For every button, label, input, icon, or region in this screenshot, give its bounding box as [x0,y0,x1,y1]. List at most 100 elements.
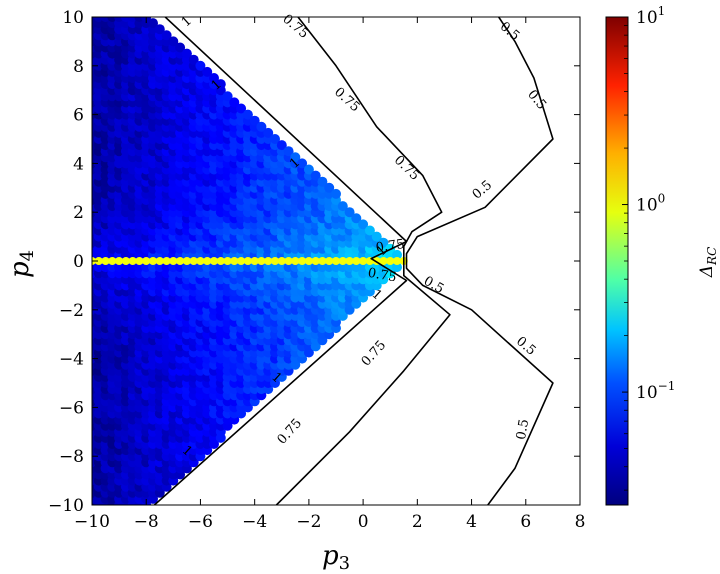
scatter-point [202,66,213,77]
x-tick-label: 0 [358,512,369,532]
scatter-point-axis [304,257,313,265]
scatter-point [290,152,301,163]
scatter-point-axis [149,257,157,265]
scatter-point-axis [216,257,225,265]
scatter-point-axis [169,257,178,265]
y-tick-label: −2 [59,301,84,321]
scatter-point-axis [155,257,164,265]
x-axis-label: p3 [322,541,350,574]
scatter-point [270,134,280,144]
x-tick-label: −8 [134,512,159,532]
scatter-point [331,188,341,199]
scatter-point [256,121,267,132]
scatter-point-axis [223,257,232,265]
scatter-point-axis [210,257,218,265]
scatter-point [229,97,240,108]
scatter-point [154,24,165,35]
colorbar-tick-label: 100 [636,192,665,216]
x-tick-label: 8 [575,512,586,532]
colorbar-tick-label: 101 [636,4,665,28]
scatter-point [317,176,328,187]
scatter-point-axis [115,257,124,265]
contour-0-5 [405,17,554,505]
scatter-point-axis [325,257,334,265]
y-tick-label: 2 [73,203,84,223]
scatter-point-axis [379,257,388,265]
scatter-point-axis [135,257,144,265]
scatter-point-axis [271,257,279,265]
y-tick-label: −4 [59,350,84,370]
scatter-point-axis [243,257,252,265]
scatter-point [283,146,294,157]
y-tick-label: −6 [59,398,84,418]
scatter-point-axis [182,257,191,265]
contour-1 [153,17,408,505]
scatter-point-axis [318,257,327,265]
scatter-point-axis [345,257,354,265]
x-tick-label: 6 [520,512,531,532]
y-tick-label: −8 [59,447,84,467]
scatter-point [181,48,192,59]
scatter-points [92,17,408,505]
y-axis: −10 −8 −6 −4 −2 0 2 4 6 8 10 [48,8,580,516]
colorbar-ticks: 101 100 10−1 [622,4,675,491]
scatter-point-axis [298,257,307,265]
contour-label: 0.75 [375,237,406,256]
scatter-point [358,219,369,230]
scatter-point-axis [203,257,212,265]
scatter-point [263,127,274,138]
y-axis-label: p4 [5,250,38,278]
contour-label: 0.5 [514,418,532,441]
x-tick-label: −2 [296,512,321,532]
y-tick-label: 0 [73,252,84,272]
scatter-point-axis [359,257,368,265]
scatter-point [276,140,287,151]
scatter-point-axis [386,257,395,265]
scatter-point-axis [128,257,137,265]
scatter-point [175,42,186,53]
y-tick-label: 4 [73,154,84,174]
scatter-point [297,158,308,169]
colorbar-label: ΔRC [697,247,719,279]
scatter-point [371,231,382,242]
y-tick-label: 10 [62,8,84,28]
scatter-point [392,249,402,260]
scatter-point-axis [393,257,401,265]
scatter-point-axis [277,257,286,265]
scatter-point [222,91,233,102]
x-tick-label: −4 [242,512,267,532]
scatter-point [195,60,206,71]
x-tick-label: 4 [466,512,477,532]
scatter-point-axis [176,257,185,265]
scatter-point-axis [189,257,198,265]
scatter-point-axis [284,257,293,265]
scatter-point [344,207,355,218]
scatter-point [161,30,172,41]
scatter-point-axis [332,257,340,265]
contour-lines [153,17,554,505]
scatter-point [324,182,335,193]
scatter-point-axis [250,257,259,265]
scatter-point [303,164,314,175]
scatter-point [378,237,389,248]
contour-label: 0.75 [367,266,398,286]
scatter-point-axis [142,257,151,265]
x-tick-label: −10 [74,512,110,532]
scatter-point [215,79,226,90]
scatter-point-axis [94,257,103,265]
scatter-point-axis [162,257,171,265]
scatter-point-axis [311,257,320,265]
scatter-point [351,213,362,224]
scatter-point-axis [101,257,110,265]
y-tick-label: −10 [48,496,84,516]
scatter-point-axis [121,257,130,265]
scatter-point-axis [264,257,273,265]
x-tick-label: 2 [412,512,423,532]
scatter-point-axis [352,257,361,265]
scatter-point-axis [237,257,246,265]
colorbar-tick-label: 10−1 [636,379,675,403]
scatter-point-axis [230,257,239,265]
scatter-point [148,18,158,29]
scatter-point [364,225,375,236]
scatter-point [392,262,402,273]
